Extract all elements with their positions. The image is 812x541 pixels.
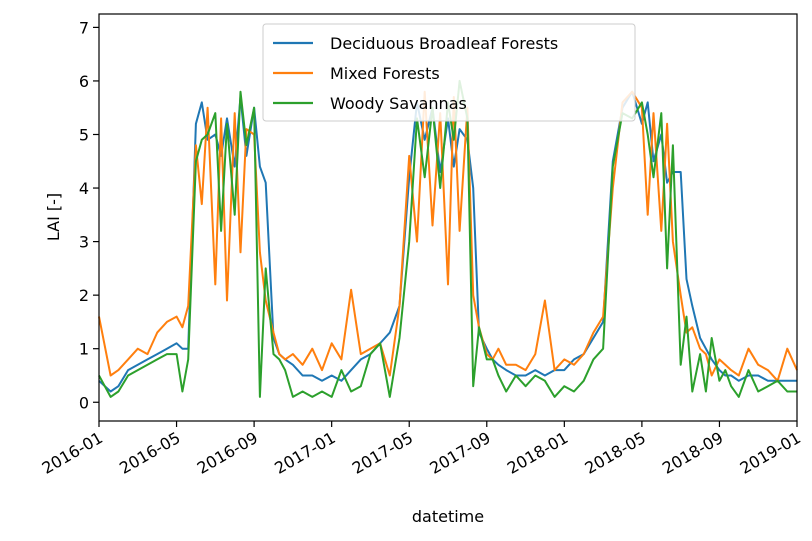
- y-tick-label: 7: [79, 18, 89, 37]
- series-line-0: [98, 90, 797, 393]
- legend-box: [262, 23, 636, 122]
- y-tick-label: 4: [79, 179, 89, 198]
- legend-label-2: Woody Savannas: [330, 94, 467, 113]
- legend: Deciduous Broadleaf Forests Mixed Forests…: [262, 23, 636, 122]
- y-tick-label: 5: [79, 125, 89, 144]
- legend-label-0: Deciduous Broadleaf Forests: [330, 34, 558, 53]
- y-axis: 0 1 2 3 4 5 6 7: [79, 18, 99, 412]
- plot-frame: [98, 13, 798, 422]
- series-line-1: [98, 90, 798, 382]
- y-tick-label: 3: [79, 233, 89, 252]
- y-tick-label: 0: [79, 393, 89, 412]
- y-tick-label: 6: [79, 72, 89, 91]
- y-axis-label: LAI [-]: [44, 193, 63, 241]
- legend-label-1: Mixed Forests: [330, 64, 440, 83]
- y-tick-label: 2: [79, 286, 89, 305]
- x-axis-label: datetime: [412, 507, 484, 526]
- y-tick-label: 1: [79, 340, 89, 359]
